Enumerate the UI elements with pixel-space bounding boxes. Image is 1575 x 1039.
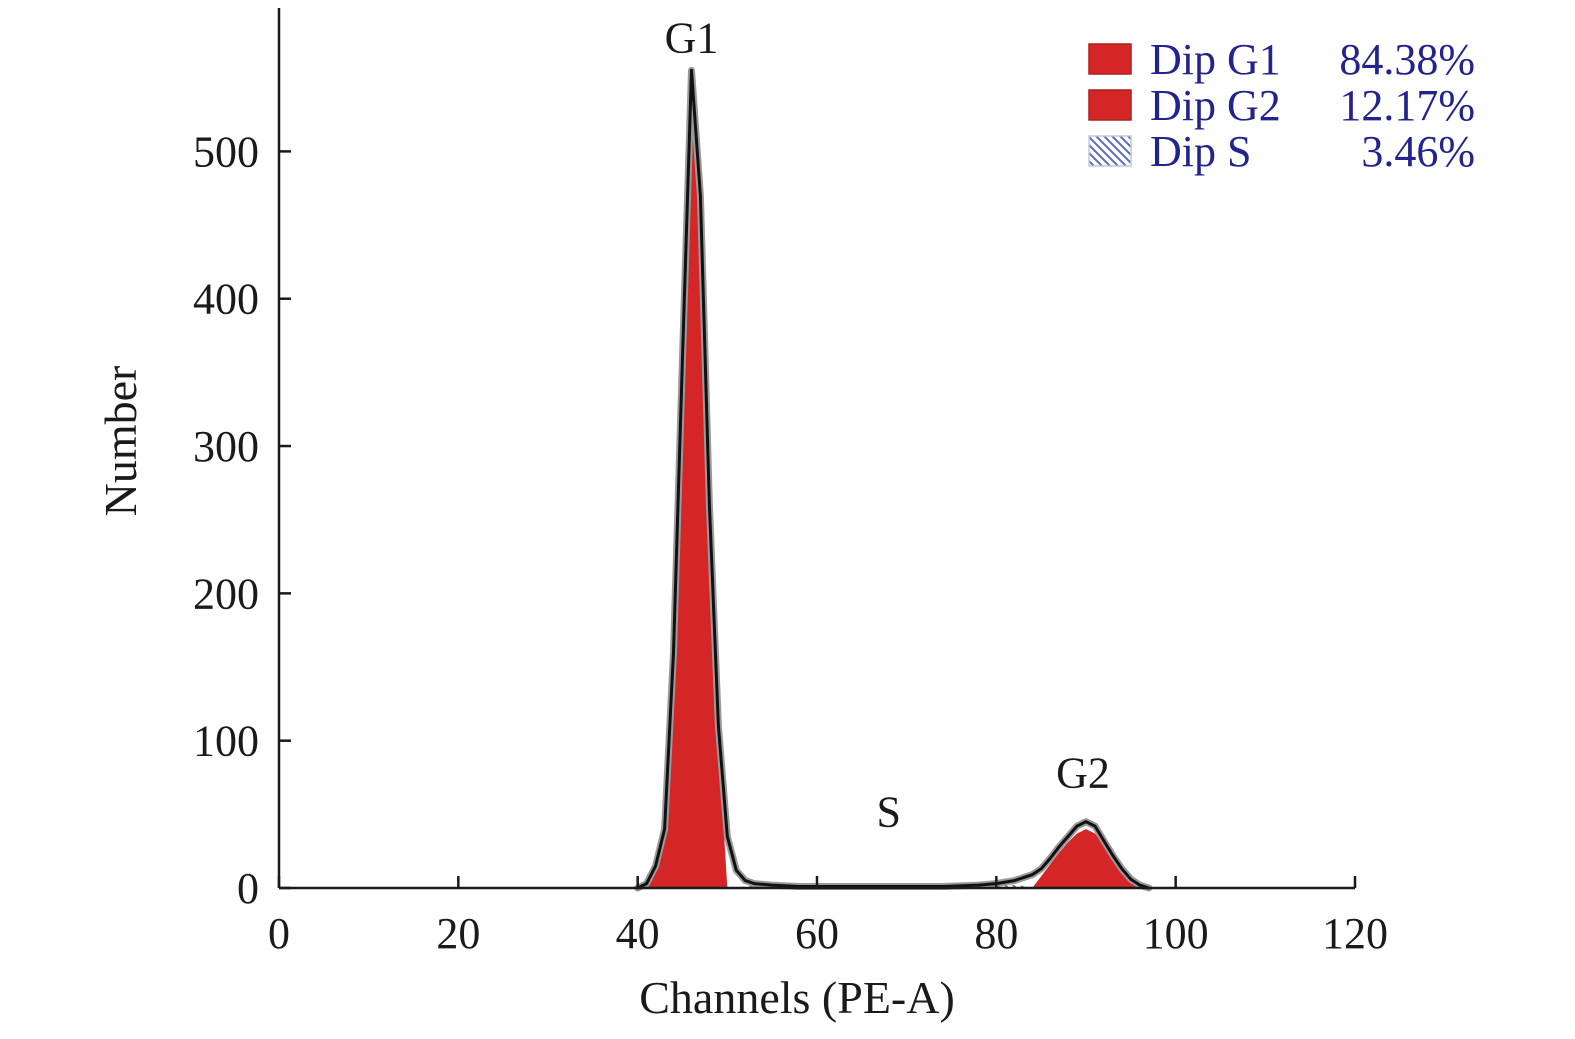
dip-g1-area: [646, 85, 728, 889]
y-tick-label: 200: [193, 569, 259, 618]
y-tick-label: 400: [193, 275, 259, 324]
legend-value: 12.17%: [1339, 81, 1475, 130]
legend-swatch: [1088, 89, 1132, 121]
legend: Dip G1 84.38% Dip G2 12.17% Dip S 3.46%: [1088, 35, 1475, 176]
legend-value: 3.46%: [1361, 127, 1475, 176]
peak-annotations: G1 S G2: [665, 13, 1110, 836]
legend-value: 84.38%: [1339, 35, 1475, 84]
legend-item-dip-g2: Dip G2 12.17%: [1088, 81, 1475, 130]
y-tick-label: 500: [193, 127, 259, 176]
y-tick-label: 0: [237, 864, 259, 913]
legend-swatch: [1088, 135, 1132, 167]
legend-name: Dip G1: [1150, 35, 1281, 84]
peak-label-s: S: [876, 788, 900, 837]
y-tick-label: 300: [193, 422, 259, 471]
x-tick-label: 0: [268, 909, 290, 958]
y-axis-title: Number: [95, 366, 146, 517]
x-tick-label: 120: [1322, 909, 1388, 958]
legend-name: Dip G2: [1150, 81, 1281, 130]
legend-item-dip-g1: Dip G1 84.38%: [1088, 35, 1475, 84]
peak-label-g1: G1: [665, 13, 719, 62]
x-tick-label: 100: [1143, 909, 1209, 958]
peak-label-g2: G2: [1056, 749, 1110, 798]
x-axis-title: Channels (PE-A): [639, 972, 955, 1023]
axis-labels: Channels (PE-A) Number: [95, 366, 955, 1023]
x-tick-label: 60: [795, 909, 839, 958]
x-tick-label: 80: [974, 909, 1018, 958]
total-histogram-line: [636, 68, 1151, 890]
plot-area: [634, 66, 1153, 892]
y-tick-label: 100: [193, 717, 259, 766]
axes: 0 20 40 60 80 100 120 0 100 200 300 400 500: [193, 8, 1388, 958]
x-tick-label: 40: [616, 909, 660, 958]
legend-swatch: [1088, 43, 1132, 75]
dip-g2-area: [1032, 829, 1140, 888]
legend-name: Dip S: [1150, 127, 1251, 176]
legend-item-dip-s: Dip S 3.46%: [1088, 127, 1475, 176]
x-tick-label: 20: [436, 909, 480, 958]
